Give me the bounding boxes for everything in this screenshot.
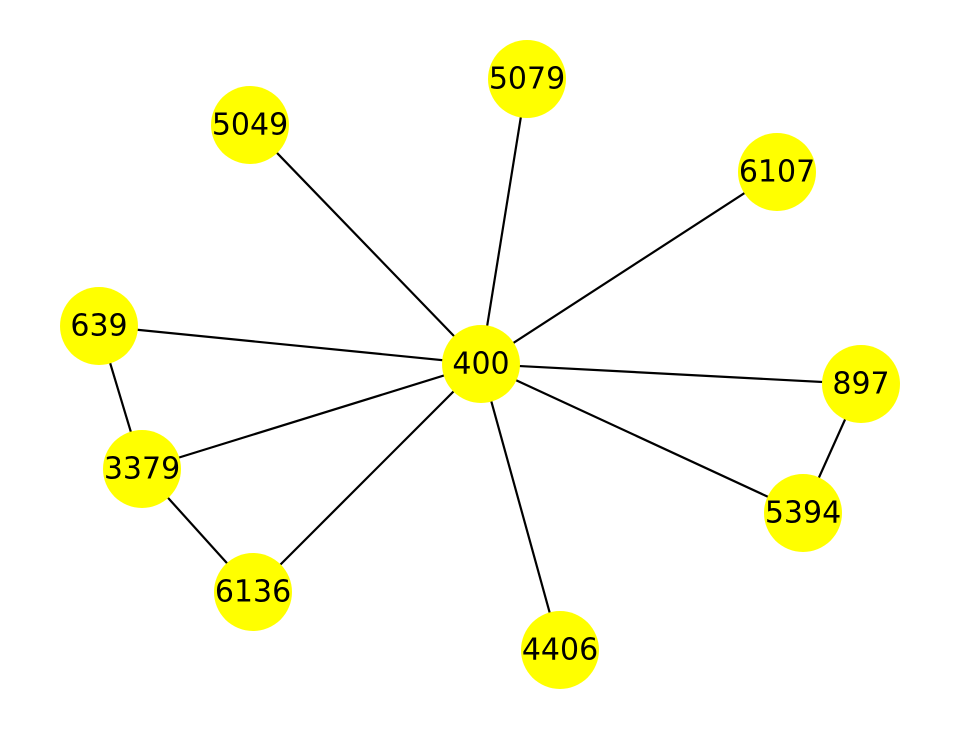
node-5394: 5394 xyxy=(764,474,842,552)
node-label: 5049 xyxy=(212,108,288,143)
edge-400-897 xyxy=(480,362,862,386)
edge-400-639 xyxy=(98,324,482,366)
node-6107: 6107 xyxy=(738,133,816,211)
edge-400-6136 xyxy=(252,363,482,593)
node-5079: 5079 xyxy=(488,40,566,118)
node-circle xyxy=(738,133,816,211)
node-897: 897 xyxy=(822,345,900,423)
node-circle xyxy=(211,86,289,164)
node-label: 3379 xyxy=(104,452,180,487)
edge-400-5394 xyxy=(480,363,804,514)
node-639: 639 xyxy=(60,287,138,365)
node-label: 400 xyxy=(452,347,509,382)
node-label: 6136 xyxy=(215,575,291,610)
node-label: 6107 xyxy=(739,155,815,190)
node-label: 5079 xyxy=(489,62,565,97)
node-label: 897 xyxy=(832,367,889,402)
node-6136: 6136 xyxy=(214,553,292,631)
node-circle xyxy=(521,611,599,689)
edge-400-3379 xyxy=(141,362,482,471)
node-4406: 4406 xyxy=(521,611,599,689)
node-circle xyxy=(103,430,181,508)
edge-400-4406 xyxy=(479,363,562,651)
node-label: 4406 xyxy=(522,633,598,668)
node-3379: 3379 xyxy=(103,430,181,508)
node-label: 5394 xyxy=(765,496,841,531)
node-circle xyxy=(488,40,566,118)
edge-400-6107 xyxy=(480,171,778,365)
node-circle xyxy=(214,553,292,631)
node-5049: 5049 xyxy=(211,86,289,164)
node-400: 400 xyxy=(442,325,520,403)
node-circle xyxy=(442,325,520,403)
edge-400-5079 xyxy=(479,78,529,365)
nodes-layer: 400 5079 5049 6107 639 897 3379 5394 6136 4406 xyxy=(60,40,900,689)
node-circle xyxy=(764,474,842,552)
edge-400-5049 xyxy=(249,124,482,365)
node-label: 639 xyxy=(70,309,127,344)
node-circle xyxy=(822,345,900,423)
node-circle xyxy=(60,287,138,365)
